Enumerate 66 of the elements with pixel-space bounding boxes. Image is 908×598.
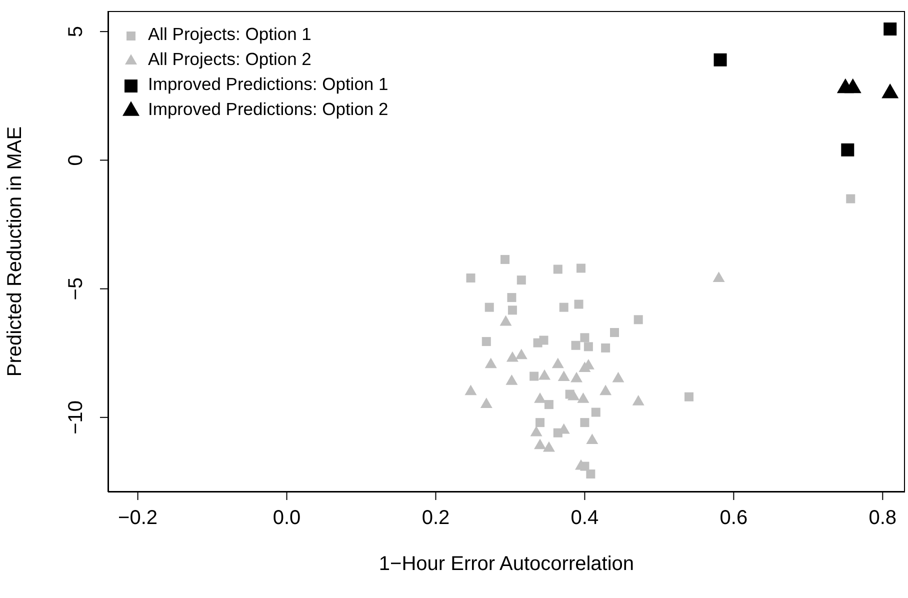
x-tick-label: 0.0 xyxy=(272,507,301,530)
x-axis-title: 1−Hour Error Autocorrelation xyxy=(378,553,634,575)
point xyxy=(571,340,580,350)
point xyxy=(600,384,612,396)
legend-label: Improved Predictions: Option 2 xyxy=(148,98,388,121)
legend-label: All Projects: Option 2 xyxy=(148,48,312,71)
point xyxy=(634,315,643,324)
point xyxy=(846,194,856,204)
y-axis-title: Predicted Reduction in MAE xyxy=(4,126,26,377)
point xyxy=(591,408,600,417)
point xyxy=(506,374,518,385)
point xyxy=(884,22,897,36)
point xyxy=(482,337,491,346)
point xyxy=(570,372,583,382)
point xyxy=(464,384,477,396)
point xyxy=(584,342,593,352)
y-tick-label: 0 xyxy=(65,154,87,166)
point xyxy=(552,358,564,368)
point xyxy=(466,273,476,282)
point xyxy=(580,333,590,342)
point xyxy=(601,343,610,352)
point xyxy=(574,300,584,309)
point xyxy=(539,336,548,345)
y-tick-label: −5 xyxy=(65,277,87,300)
point xyxy=(712,272,725,282)
point xyxy=(484,358,497,368)
point xyxy=(544,400,554,410)
x-tick-label: 0.4 xyxy=(570,507,599,530)
point xyxy=(530,426,542,436)
point xyxy=(632,395,644,406)
x-tick-label: 0.6 xyxy=(720,507,748,530)
point xyxy=(515,348,528,360)
y-tick-label: 5 xyxy=(65,26,87,38)
point xyxy=(530,372,539,381)
point xyxy=(542,441,555,452)
point xyxy=(553,264,562,274)
point xyxy=(506,351,518,362)
y-tick-label: −10 xyxy=(65,400,87,434)
point xyxy=(577,392,590,403)
point xyxy=(480,398,492,408)
point xyxy=(508,306,517,315)
point xyxy=(586,434,598,444)
point xyxy=(484,302,494,312)
x-tick-label: 0.8 xyxy=(868,507,897,530)
point xyxy=(559,302,568,312)
x-tick-label: 0.2 xyxy=(422,507,450,530)
point xyxy=(684,392,694,402)
point xyxy=(507,293,516,302)
legend-label: All Projects: Option 1 xyxy=(148,23,312,46)
point xyxy=(516,276,526,285)
point xyxy=(576,264,586,273)
point xyxy=(841,143,854,156)
point xyxy=(534,438,546,450)
point xyxy=(612,372,624,382)
point xyxy=(558,370,570,381)
point xyxy=(500,254,510,264)
point xyxy=(568,390,580,400)
legend-label: Improved Predictions: Option 1 xyxy=(148,73,388,96)
x-tick-label: −0.2 xyxy=(118,507,158,530)
point xyxy=(580,418,590,428)
point xyxy=(714,53,727,66)
point xyxy=(500,315,512,326)
point xyxy=(586,469,596,478)
point xyxy=(610,328,620,338)
point xyxy=(536,418,545,428)
point xyxy=(538,369,550,380)
